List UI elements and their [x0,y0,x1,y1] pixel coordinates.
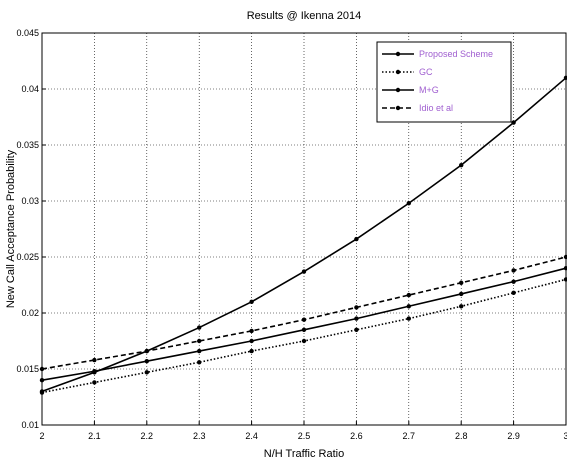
legend-label: M+G [419,85,439,95]
data-point [92,357,97,363]
data-point [459,304,464,309]
legend-marker [395,69,401,75]
x-tick-label: 2.2 [141,431,154,441]
data-point [406,304,411,309]
legend-marker [395,105,401,111]
data-point [92,380,97,385]
legend-marker [395,51,401,57]
data-point [197,360,202,365]
data-point [511,268,516,273]
data-point [354,327,359,332]
data-point [144,348,149,354]
series-idio-et-al [39,254,567,372]
legend: Proposed Scheme GC M+G Idio et al [376,41,512,123]
legend-item: Proposed Scheme [382,49,493,59]
x-axis-label: N/H Traffic Ratio [264,448,345,460]
y-axis-label: New Call Acceptance Probability [5,149,17,308]
chart-title: Results @ Ikenna 2014 [247,10,362,22]
data-point [301,327,307,332]
legend-item: M+G [382,85,439,95]
x-axis-ticks: 2 2.1 2.2 2.3 2.4 2.5 2.6 2.7 2.8 2.9 3 [39,421,567,441]
data-point [249,328,254,334]
data-point [511,290,516,296]
data-point [354,305,359,310]
data-point [197,348,202,354]
x-tick-label: 2 [39,431,44,441]
y-tick-label: 0.01 [21,420,39,430]
data-point [144,370,149,375]
y-tick-label: 0.03 [21,196,39,206]
y-tick-label: 0.045 [16,28,39,38]
data-point [301,317,307,322]
data-point [511,279,516,284]
data-point [406,292,411,298]
x-tick-label: 2.1 [88,431,101,441]
data-point [459,280,464,285]
data-point [354,316,359,321]
y-tick-label: 0.025 [16,252,39,262]
y-tick-label: 0.035 [16,140,39,150]
data-point [459,162,464,168]
x-tick-label: 2.7 [403,431,416,441]
data-point [511,120,516,125]
legend-label: Idio et al [419,103,453,113]
data-point [249,338,254,344]
series-m-g [39,266,567,383]
x-tick-label: 2.9 [507,431,520,441]
y-axis-ticks: 0.01 0.015 0.02 0.025 0.03 0.035 0.04 0.045 [16,28,46,430]
data-point [406,316,411,321]
data-point [144,358,149,364]
y-tick-label: 0.015 [16,364,39,374]
data-point [92,369,97,374]
legend-item: Idio et al [382,103,453,113]
x-tick-label: 2.6 [350,431,363,441]
data-point [354,236,359,242]
data-point [459,291,464,297]
legend-label: GC [419,67,433,77]
x-tick-label: 3 [563,431,567,441]
data-point [406,201,411,206]
x-tick-label: 2.3 [193,431,206,441]
x-tick-label: 2.8 [455,431,468,441]
data-point [197,325,202,330]
data-point [197,338,202,344]
y-tick-label: 0.02 [21,308,39,318]
data-point [301,269,307,274]
series-gc [39,277,567,395]
data-point [301,338,307,344]
plot-frame [41,32,567,426]
series-proposed-scheme [39,75,567,394]
data-point [249,299,254,304]
legend-item: GC [382,67,433,77]
y-tick-label: 0.04 [21,84,39,94]
x-tick-label: 2.5 [298,431,311,441]
legend-marker [395,87,401,93]
x-tick-label: 2.4 [245,431,258,441]
series-group [39,75,567,395]
legend-label: Proposed Scheme [419,49,493,59]
data-point [249,348,254,354]
